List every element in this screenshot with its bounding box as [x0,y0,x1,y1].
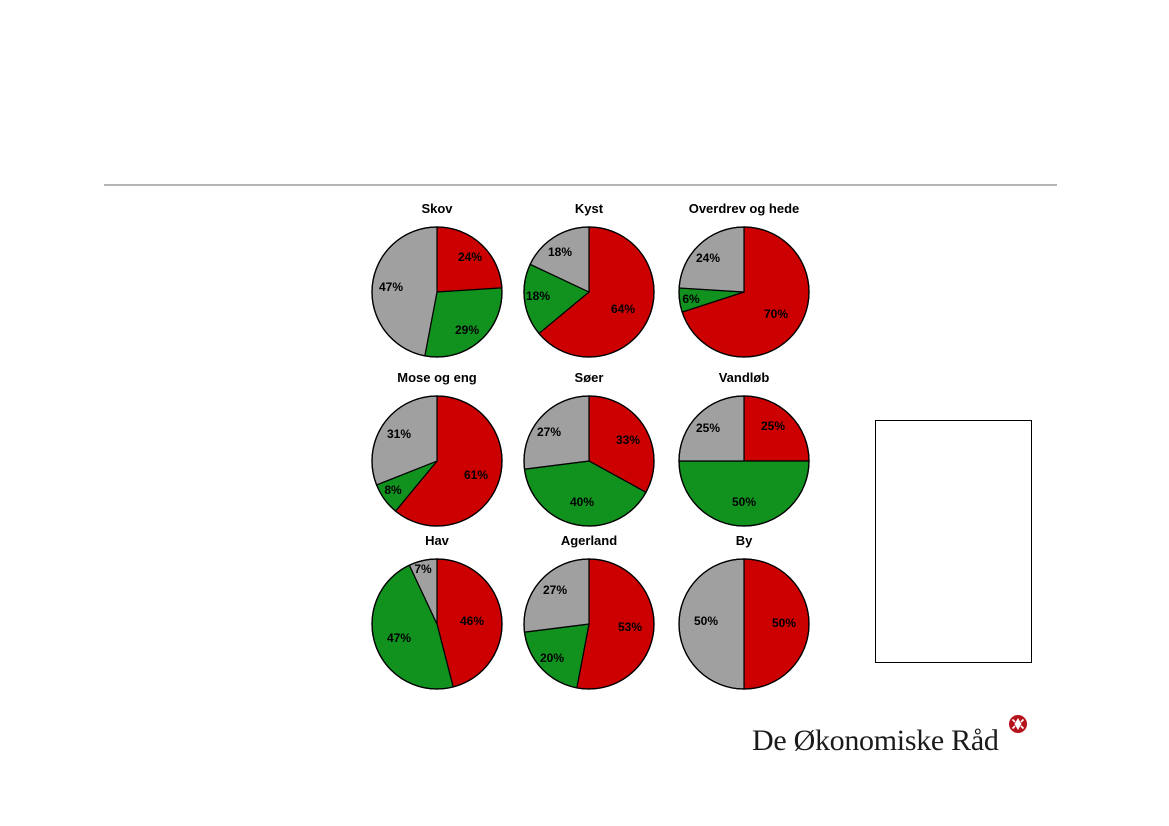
header-divider [104,184,1057,186]
pie-title: By [736,533,753,548]
pie-title: Hav [425,533,450,548]
pie-chart: Vandløb 25% 50% 25% [678,370,810,527]
pie-title: Vandløb [719,370,770,385]
pie-outline [371,226,503,358]
pie-outline [371,558,503,690]
pie-chart: Kyst 64% 18% 18% [523,201,655,358]
pie-data-label: 27% [543,583,567,597]
pie-outline [523,226,655,358]
pie-data-label: 24% [696,251,720,265]
pie-data-label: 7% [414,562,432,576]
pie-chart: Hav 46% 47% 7% [371,533,503,690]
pie-data-label: 64% [611,302,635,316]
pie-data-label: 25% [696,421,720,435]
pie-title: Mose og eng [397,370,477,385]
pie-data-label: 31% [387,427,411,441]
pie-data-label: 25% [761,419,785,433]
pie-chart: Overdrev og hede 70% 6% 24% [678,201,810,358]
pie-chart: By 50% 50% [678,533,810,690]
logo-text: De Økonomiske Råd [752,724,999,757]
pie-data-label: 6% [682,292,700,306]
pie-data-label: 70% [764,307,788,321]
pie-chart: Skov 24% 29% 47% [371,201,503,358]
pie-data-label: 40% [570,495,594,509]
pie-data-label: 29% [455,323,479,337]
pie-title: Søer [575,370,604,385]
pie-data-label: 18% [548,245,572,259]
pie-data-label: 47% [379,280,403,294]
pie-title: Skov [421,201,453,216]
pie-data-label: 27% [537,425,561,439]
pie-data-label: 8% [384,483,402,497]
pie-data-label: 20% [540,651,564,665]
pie-outline [678,395,810,527]
pie-data-label: 50% [772,616,796,630]
pie-outline [523,558,655,690]
pie-title: Kyst [575,201,604,216]
pie-data-label: 46% [460,614,484,628]
pie-slice-green [678,460,810,527]
pie-data-label: 50% [732,495,756,509]
pie-outline [523,395,655,527]
pie-outline [678,226,810,358]
pie-chart: Søer 33% 40% 27% [523,370,655,527]
pie-outline [678,558,810,690]
pie-title: Agerland [561,533,617,548]
pie-data-label: 33% [616,433,640,447]
pie-data-label: 61% [464,468,488,482]
legend-box [875,420,1032,663]
pie-data-label: 18% [526,289,550,303]
organization-logo: De Økonomiske Råd [752,714,1042,764]
pie-outline [371,395,503,527]
pie-data-label: 47% [387,631,411,645]
pie-data-label: 24% [458,250,482,264]
pie-data-label: 50% [694,614,718,628]
pie-chart: Mose og eng 61% 8% 31% [371,370,503,527]
pie-data-label: 53% [618,620,642,634]
pie-chart: Agerland 53% 20% 27% [523,533,655,690]
pie-title: Overdrev og hede [689,201,800,216]
logo-mark-icon [1009,715,1027,733]
